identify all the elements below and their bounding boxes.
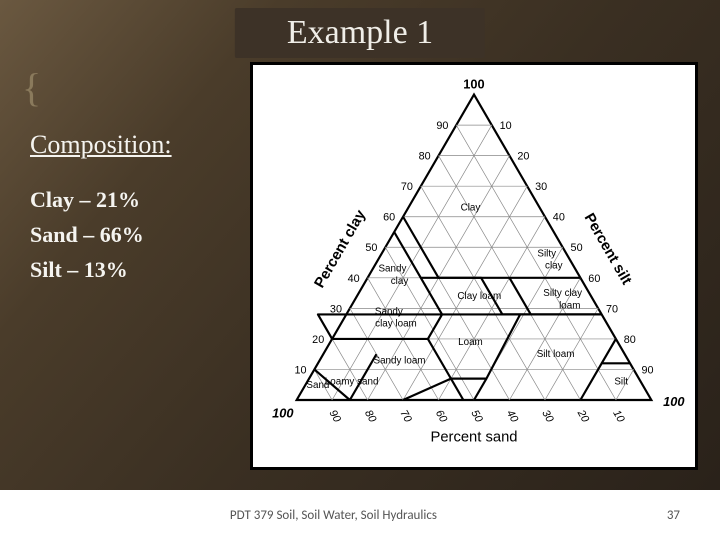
svg-text:Sandy: Sandy bbox=[378, 264, 406, 275]
svg-text:90: 90 bbox=[436, 120, 448, 132]
svg-text:70: 70 bbox=[606, 303, 618, 315]
svg-text:Silt: Silt bbox=[614, 377, 628, 388]
svg-text:Percent sand: Percent sand bbox=[430, 429, 517, 445]
svg-text:Percent clay: Percent clay bbox=[312, 207, 370, 291]
svg-text:Clay: Clay bbox=[461, 203, 481, 214]
svg-text:40: 40 bbox=[348, 273, 360, 285]
svg-text:clay loam: clay loam bbox=[375, 319, 417, 330]
svg-text:10: 10 bbox=[610, 408, 626, 424]
svg-text:Sandy loam: Sandy loam bbox=[374, 355, 426, 366]
composition-row: Sand – 66% bbox=[30, 217, 172, 252]
svg-text:50: 50 bbox=[468, 408, 484, 424]
svg-text:Silty clay: Silty clay bbox=[543, 288, 582, 299]
footer: PDT 379 Soil, Soil Water, Soil Hydraulic… bbox=[0, 490, 720, 540]
svg-text:70: 70 bbox=[397, 408, 413, 424]
svg-text:loam: loam bbox=[559, 300, 580, 311]
svg-text:40: 40 bbox=[504, 408, 520, 424]
composition-heading: Composition: bbox=[30, 130, 172, 160]
svg-text:50: 50 bbox=[571, 242, 583, 254]
svg-text:20: 20 bbox=[574, 407, 591, 424]
svg-text:100: 100 bbox=[663, 394, 684, 409]
svg-text:90: 90 bbox=[642, 364, 654, 376]
svg-text:30: 30 bbox=[539, 408, 555, 424]
svg-text:20: 20 bbox=[517, 151, 529, 163]
svg-text:60: 60 bbox=[588, 273, 600, 285]
svg-text:clay: clay bbox=[545, 261, 563, 272]
svg-text:80: 80 bbox=[624, 334, 636, 346]
svg-text:50: 50 bbox=[365, 242, 377, 254]
svg-text:Sand: Sand bbox=[306, 380, 329, 391]
svg-text:40: 40 bbox=[553, 212, 565, 224]
svg-text:Loam: Loam bbox=[458, 337, 483, 348]
slide: Example 1 { Composition: Clay – 21% Sand… bbox=[0, 0, 720, 490]
svg-text:Silt loam: Silt loam bbox=[537, 349, 575, 360]
svg-text:Sandy: Sandy bbox=[375, 306, 403, 317]
composition-row: Silt – 13% bbox=[30, 252, 172, 287]
svg-text:30: 30 bbox=[535, 181, 547, 193]
svg-text:60: 60 bbox=[383, 212, 395, 224]
svg-text:10: 10 bbox=[294, 364, 306, 376]
svg-text:10: 10 bbox=[500, 120, 512, 132]
svg-text:90: 90 bbox=[327, 408, 343, 424]
svg-text:30: 30 bbox=[330, 303, 342, 315]
svg-text:100: 100 bbox=[463, 77, 484, 92]
ternary-chart: 10 20 30 40 50 60 70 80 90 100 10 20 30 40 50 60 70 80 90 1… bbox=[250, 62, 698, 470]
composition-block: Composition: Clay – 21% Sand – 66% Silt … bbox=[30, 130, 172, 288]
svg-text:Silty: Silty bbox=[537, 248, 556, 259]
slide-title: Example 1 bbox=[235, 8, 485, 58]
svg-text:80: 80 bbox=[362, 408, 378, 424]
composition-row: Clay – 21% bbox=[30, 182, 172, 217]
svg-text:Loamy sand: Loamy sand bbox=[325, 377, 379, 388]
svg-text:60: 60 bbox=[433, 408, 449, 424]
brace-decoration: { bbox=[22, 64, 41, 111]
svg-text:100: 100 bbox=[272, 406, 293, 421]
page-number: 37 bbox=[667, 508, 680, 523]
footer-text: PDT 379 Soil, Soil Water, Soil Hydraulic… bbox=[230, 508, 437, 523]
ternary-svg: 10 20 30 40 50 60 70 80 90 100 10 20 30 40 50 60 70 80 90 1… bbox=[253, 65, 695, 467]
svg-text:clay: clay bbox=[391, 276, 409, 287]
svg-text:Clay loam: Clay loam bbox=[457, 291, 501, 302]
svg-text:20: 20 bbox=[312, 334, 324, 346]
svg-text:70: 70 bbox=[401, 181, 413, 193]
svg-text:80: 80 bbox=[419, 151, 431, 163]
